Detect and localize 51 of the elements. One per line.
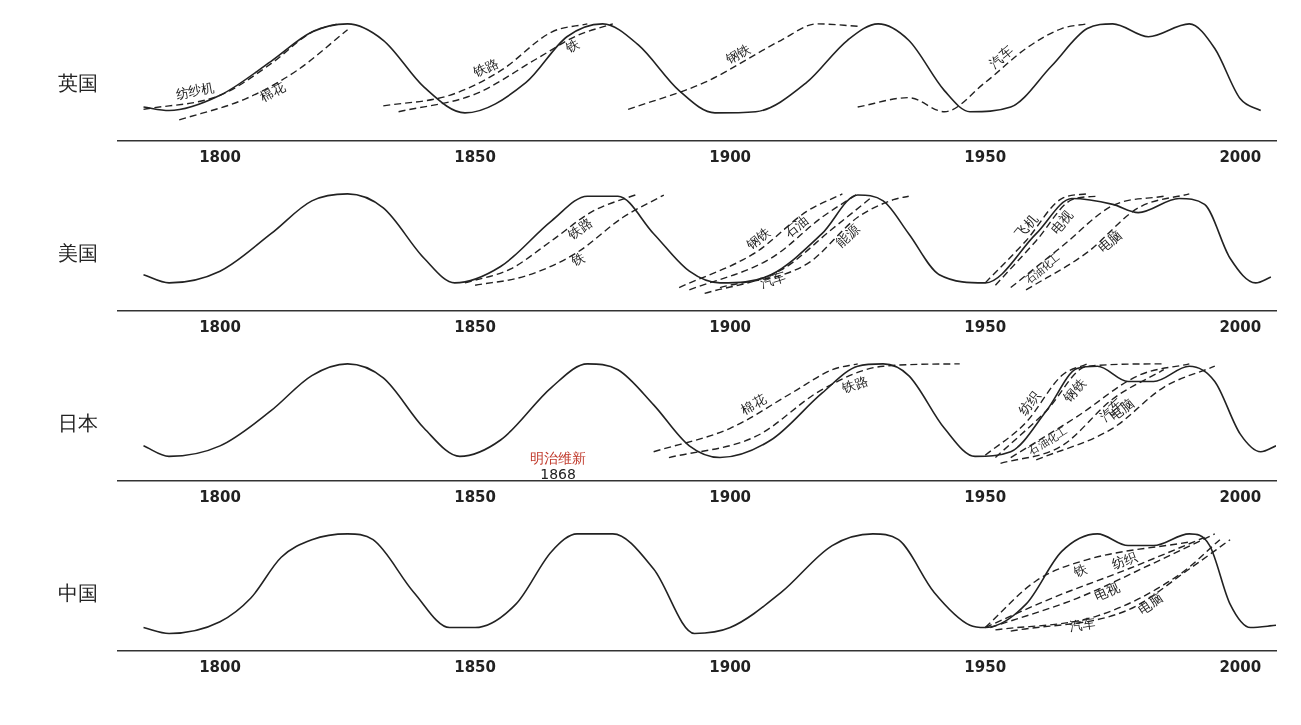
x-tick-label: 2000 [1219,487,1262,506]
x-tick-label: 1850 [454,487,496,506]
x-tick-label: 1800 [199,147,241,166]
x-tick-label: 1800 [199,487,241,506]
text: 棉花 [257,78,288,105]
x-tick-label: 2000 [1219,657,1262,676]
text: 中国 [58,580,98,607]
x-tick-label: 1800 [199,317,241,336]
text: 电脑 [1095,227,1125,256]
text: 铁 [562,36,582,57]
annotation: 明治维新 [530,449,587,466]
x-tick-label: 1900 [709,487,752,506]
text: 纺织 [1109,548,1140,573]
x-tick-label: 1900 [709,317,752,336]
x-tick-label: 1900 [709,147,752,166]
text: 美国 [58,240,98,267]
text: 钢铁 [742,224,773,254]
text: 铁路 [564,214,596,243]
text: 铁 [1070,560,1090,580]
text: 棉花 [738,391,769,418]
text: 铁 [568,249,588,270]
text: 汽车 [986,42,1017,72]
text: 石油化工 [1026,423,1070,457]
x-tick-label: 1950 [964,147,1007,166]
text: 英国 [58,70,98,97]
text: 钢铁 [1059,375,1089,406]
x-tick-label: 1850 [454,147,496,166]
x-tick-label: 1900 [709,657,752,676]
x-tick-label: 1950 [964,657,1007,676]
text: 电视 [1047,207,1076,237]
text: 飞机 [1012,211,1041,241]
x-tick-label: 2000 [1219,147,1262,166]
x-tick-label: 1850 [454,317,496,336]
text: 能源 [833,221,863,250]
x-tick-label: 1800 [199,657,241,676]
text: 铁路 [470,55,502,81]
x-tick-label: 1850 [454,657,496,676]
text: 电脑 [1135,590,1165,618]
text: 钢铁 [722,40,754,67]
annotation: 1868 [540,465,576,482]
text: 铁路 [839,372,870,397]
x-tick-label: 1950 [964,317,1007,336]
text: 纺纱机 [174,79,216,102]
text: 纺织 [1015,388,1044,419]
text: 电视 [1092,579,1123,605]
x-tick-label: 1950 [964,487,1007,506]
text: 汽车 [1068,615,1097,635]
text: 石油 [781,212,811,241]
text: 日本 [58,410,98,437]
x-tick-label: 2000 [1219,317,1262,336]
text: 石油化工 [1022,251,1062,286]
